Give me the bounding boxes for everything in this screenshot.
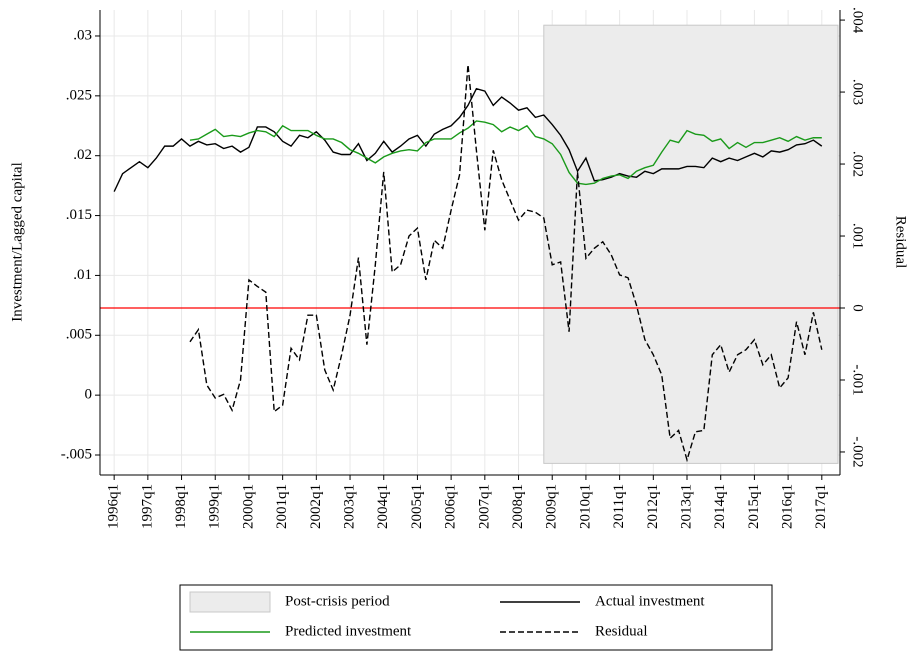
x-tick-label: 2013q1: [678, 484, 694, 529]
y-tick-label: .01: [73, 267, 92, 283]
x-tick-label: 1997q1: [139, 484, 155, 529]
x-tick-label: 2009q1: [544, 484, 560, 529]
x-tick-label: 2004q1: [375, 484, 391, 529]
y2-tick-label: -.002: [850, 436, 866, 467]
y-tick-label: .03: [73, 27, 92, 43]
series-line: [189, 64, 823, 463]
y-axis-label: Investment/Lagged capital: [9, 162, 25, 322]
x-tick-label: 2008q1: [510, 484, 526, 529]
y-tick-label: .005: [66, 327, 92, 343]
legend-swatch: [189, 591, 271, 613]
x-tick-label: 2010q1: [577, 484, 593, 529]
series-line: [189, 120, 822, 186]
x-tick-label: 2001q1: [274, 484, 290, 529]
legend-box: [179, 584, 773, 651]
x-tick-label: 2000q1: [240, 484, 256, 529]
x-tick-label: 2014q1: [712, 484, 728, 529]
x-tick-label: 2016q1: [780, 484, 796, 529]
y2-tick-label: .004: [850, 7, 866, 34]
x-tick-label: 1996q1: [106, 484, 122, 529]
y-tick-label: .025: [66, 87, 92, 103]
x-tick-label: 1999q1: [207, 484, 223, 529]
x-tick-label: 2015q1: [746, 484, 762, 529]
series-line: [113, 87, 823, 192]
y2-tick-label: .003: [850, 79, 866, 105]
x-tick-label: 2012q1: [645, 484, 661, 529]
x-tick-label: 2017q1: [813, 484, 829, 529]
legend-label: Predicted investment: [285, 623, 412, 639]
y2-tick-label: 0: [850, 304, 866, 312]
x-tick-label: 2011q1: [611, 484, 627, 528]
x-tick-label: 2005q1: [409, 484, 425, 529]
x-tick-label: 2006q1: [443, 484, 459, 529]
y2-tick-label: .002: [850, 151, 866, 177]
y-tick-label: 0: [85, 387, 93, 403]
y2-tick-label: -.001: [850, 364, 866, 395]
x-tick-label: 2007q1: [476, 484, 492, 529]
shaded-region: [543, 24, 839, 464]
y-tick-label: -.005: [61, 446, 92, 462]
y-tick-label: .015: [66, 207, 92, 223]
y2-axis-label: Residual: [893, 216, 909, 269]
x-tick-label: 2002q1: [308, 484, 324, 529]
x-tick-label: 1998q1: [173, 484, 189, 529]
legend-label: Residual: [595, 623, 648, 639]
legend-label: Actual investment: [595, 593, 705, 609]
x-tick-label: 2003q1: [341, 484, 357, 529]
y-tick-label: .02: [73, 147, 92, 163]
legend-label: Post-crisis period: [285, 593, 390, 609]
y2-tick-label: .001: [850, 223, 866, 249]
